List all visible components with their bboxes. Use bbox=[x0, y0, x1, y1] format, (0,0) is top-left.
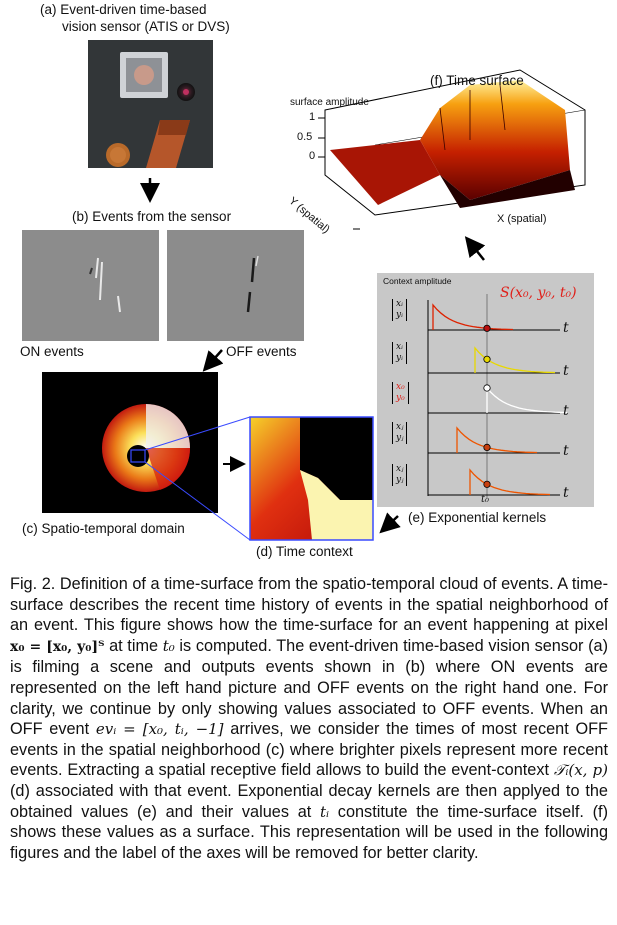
kernel-row-y: yᵢ bbox=[396, 353, 403, 363]
arrow-d-e bbox=[379, 512, 401, 534]
kernel-curve bbox=[456, 426, 538, 454]
caption-math-4: 𝒯ᵢ(x, p) bbox=[553, 761, 608, 780]
caption-math-3: evᵢ = [x₀, tᵢ, −1] bbox=[95, 720, 224, 739]
figure: (a) Event-driven time-based vision senso… bbox=[10, 2, 608, 862]
kernels-plot bbox=[377, 273, 594, 507]
surface-tick-1: 1 bbox=[309, 111, 316, 123]
kernel-row-bracket: x₀ y₀ bbox=[392, 382, 409, 404]
sensor-photo bbox=[88, 40, 213, 168]
label-b: (b) Events from the sensor bbox=[72, 209, 232, 224]
kernel-row-bracket: xᵢ yᵢ bbox=[392, 299, 407, 321]
kernels-formula: S(x₀, y₀, t₀) bbox=[500, 285, 577, 301]
caption-part-6: constitute the time-surface itself. (f) … bbox=[10, 802, 608, 862]
kernel-row-bracket: xⱼ yⱼ bbox=[392, 422, 408, 444]
kernel-curve bbox=[486, 386, 568, 414]
kernel-t-label: t bbox=[563, 443, 569, 459]
kernel-row-bracket: xⱼ yⱼ bbox=[392, 464, 408, 486]
kernel-row-y: yⱼ bbox=[396, 433, 404, 443]
kernel-t-label: t bbox=[563, 320, 569, 336]
kernel-row-bracket: xᵢ yᵢ bbox=[392, 342, 407, 364]
time-surface-plot bbox=[318, 69, 586, 230]
caption-part-2: at time bbox=[104, 636, 163, 655]
label-off-events: OFF events bbox=[226, 344, 297, 359]
caption-math-5: tᵢ bbox=[320, 802, 330, 821]
kernel-row-x: x₀ bbox=[396, 382, 405, 392]
kernels-t0: t₀ bbox=[481, 494, 490, 505]
arrow-b-c bbox=[202, 349, 224, 372]
label-on-events: ON events bbox=[20, 344, 84, 359]
spatio-temporal-image bbox=[42, 372, 218, 513]
kernel-value-dot bbox=[483, 324, 491, 332]
kernel-row-x: xⱼ bbox=[396, 422, 404, 432]
kernels-ylabel: Context amplitude bbox=[383, 276, 452, 286]
kernel-value-dot bbox=[483, 384, 491, 392]
kernel-curve bbox=[469, 468, 551, 496]
kernel-value-dot bbox=[483, 443, 491, 451]
surface-tick-0: 0 bbox=[309, 150, 316, 162]
surface-xlabel: X (spatial) bbox=[497, 213, 547, 225]
on-events-image bbox=[22, 230, 159, 341]
kernel-curve bbox=[432, 303, 514, 331]
kernel-t-label: t bbox=[563, 363, 569, 379]
caption-part-3: is computed. The event-driven time-based… bbox=[10, 636, 608, 739]
label-a-line2: vision sensor (ATIS or DVS) bbox=[62, 19, 230, 34]
kernel-value-dot bbox=[483, 480, 491, 488]
kernel-row-y: y₀ bbox=[396, 393, 405, 403]
label-c: (c) Spatio-temporal domain bbox=[22, 521, 185, 536]
time-context-image bbox=[249, 416, 374, 541]
caption-math-2: t₀ bbox=[162, 636, 175, 655]
arrow-e-f bbox=[464, 236, 486, 261]
kernel-value-dot bbox=[483, 355, 491, 363]
caption-part-4: arrives, we consider the times of most r… bbox=[10, 720, 609, 780]
surface-tick-05: 0.5 bbox=[297, 131, 313, 143]
zoom-line-top bbox=[144, 416, 251, 451]
caption-part-5: (d) associated with that event. Exponent… bbox=[10, 781, 608, 821]
figure-caption: Fig. 2. Definition of a time-surface fro… bbox=[10, 574, 608, 863]
label-f: (f) Time surface bbox=[430, 73, 524, 88]
kernel-row-x: xⱼ bbox=[396, 464, 404, 474]
kernel-row-y: yᵢ bbox=[396, 310, 403, 320]
kernel-row-x: xᵢ bbox=[396, 299, 403, 309]
kernel-t-label: t bbox=[563, 485, 569, 501]
label-a: (a) Event-driven time-based bbox=[40, 2, 207, 17]
caption-math-1: x₀ = [x₀, y₀]ᵀ bbox=[10, 638, 105, 655]
zoom-line-bottom bbox=[144, 461, 251, 541]
off-events-image bbox=[167, 230, 304, 341]
figure-graphics bbox=[22, 40, 594, 541]
kernel-row-y: yⱼ bbox=[396, 475, 404, 485]
label-d: (d) Time context bbox=[256, 544, 353, 559]
kernel-row-x: xᵢ bbox=[396, 342, 403, 352]
label-e: (e) Exponential kernels bbox=[408, 510, 547, 525]
caption-part-1: Fig. 2. Definition of a time-surface fro… bbox=[10, 575, 608, 635]
kernel-rows bbox=[428, 303, 568, 496]
surface-zlabel: surface amplitude bbox=[290, 97, 369, 108]
kernel-t-label: t bbox=[563, 403, 569, 419]
